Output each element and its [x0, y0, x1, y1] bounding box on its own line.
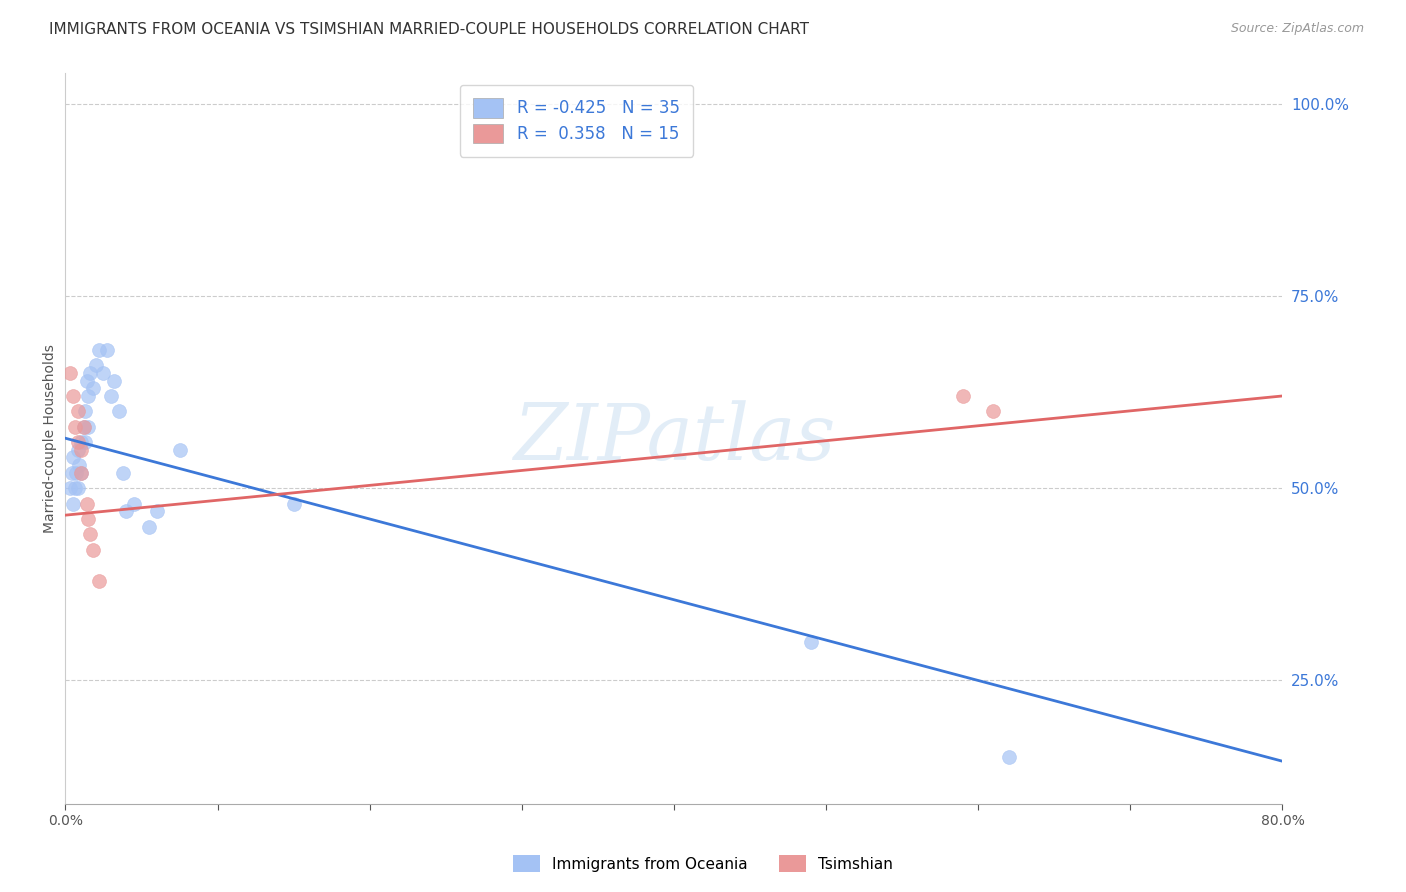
Point — [73, 419, 96, 434]
Point — [63, 481, 86, 495]
Text: Source: ZipAtlas.com: Source: ZipAtlas.com — [1230, 22, 1364, 36]
Point — [138, 519, 160, 533]
Point — [77, 389, 100, 403]
Point — [66, 481, 89, 495]
Point — [93, 366, 115, 380]
Legend: Immigrants from Oceania, Tsimshian: Immigrants from Oceania, Tsimshian — [505, 847, 901, 880]
Point — [76, 497, 98, 511]
Point — [115, 504, 138, 518]
Point — [76, 374, 98, 388]
Text: IMMIGRANTS FROM OCEANIA VS TSIMSHIAN MARRIED-COUPLE HOUSEHOLDS CORRELATION CHART: IMMIGRANTS FROM OCEANIA VS TSIMSHIAN MAR… — [49, 22, 810, 37]
Point — [75, 404, 97, 418]
Point — [107, 404, 129, 418]
Point — [96, 343, 118, 357]
Point — [82, 381, 104, 395]
Y-axis label: Married-couple Households: Married-couple Households — [44, 343, 58, 533]
Point — [79, 527, 101, 541]
Point — [75, 435, 97, 450]
Point — [66, 442, 89, 457]
Point — [59, 481, 82, 495]
Point — [73, 419, 96, 434]
Point — [997, 750, 1019, 764]
Legend: R = -0.425   N = 35, R =  0.358   N = 15: R = -0.425 N = 35, R = 0.358 N = 15 — [460, 85, 693, 157]
Point — [69, 435, 91, 450]
Point — [62, 497, 84, 511]
Point — [87, 343, 110, 357]
Point — [112, 466, 135, 480]
Point — [69, 466, 91, 480]
Point — [77, 512, 100, 526]
Point — [283, 497, 305, 511]
Point — [63, 419, 86, 434]
Point — [66, 435, 89, 450]
Point — [79, 366, 101, 380]
Point — [983, 404, 1005, 418]
Point — [62, 450, 84, 465]
Point — [145, 504, 167, 518]
Point — [82, 542, 104, 557]
Point — [69, 466, 91, 480]
Point — [67, 458, 90, 472]
Point — [87, 574, 110, 588]
Point — [952, 389, 974, 403]
Point — [103, 374, 125, 388]
Point — [60, 466, 83, 480]
Point — [100, 389, 122, 403]
Point — [77, 419, 100, 434]
Text: ZIPatlas: ZIPatlas — [513, 401, 835, 476]
Point — [62, 389, 84, 403]
Point — [122, 497, 145, 511]
Point — [69, 442, 91, 457]
Point — [65, 466, 87, 480]
Point — [66, 404, 89, 418]
Point — [84, 358, 107, 372]
Point — [59, 366, 82, 380]
Point — [169, 442, 191, 457]
Point — [800, 635, 823, 649]
